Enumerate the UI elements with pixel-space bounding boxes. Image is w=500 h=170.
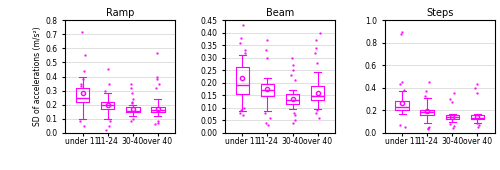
Title: Ramp: Ramp: [106, 8, 134, 18]
Title: Steps: Steps: [426, 8, 454, 18]
Y-axis label: SD of accelerations (m/s²): SD of accelerations (m/s²): [34, 27, 42, 126]
Title: Beam: Beam: [266, 8, 294, 18]
